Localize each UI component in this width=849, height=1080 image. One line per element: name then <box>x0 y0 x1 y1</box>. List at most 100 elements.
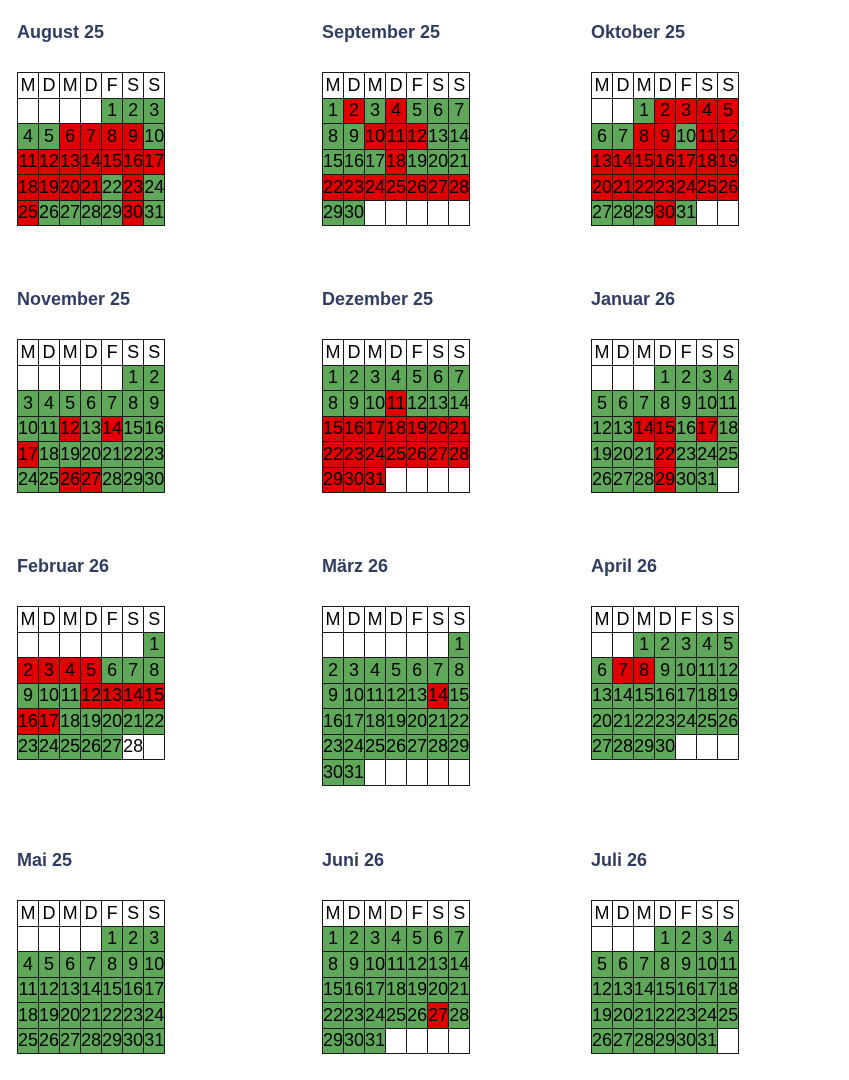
day-cell: 22 <box>321 1002 345 1029</box>
day-cell: 9 <box>675 951 698 978</box>
day-cell: 6 <box>590 657 614 684</box>
day-cell: 10 <box>143 951 166 978</box>
day-cell: 22 <box>321 441 345 468</box>
day-cell: 21 <box>427 708 450 735</box>
month-grid: M D M D F S S 1 2 3 4 5 6 7 8 9 10 11 12 13 14 15 16 17 18 19 20 21… <box>590 339 740 493</box>
day-cell: 27 <box>80 466 103 493</box>
day-cell: 26 <box>406 441 429 468</box>
day-cell: 30 <box>321 759 345 786</box>
weekday-label: D <box>80 606 103 633</box>
week-row: 16 17 18 19 20 21 22 <box>321 708 471 735</box>
week-row: 8 9 10 11 12 13 14 <box>321 951 471 978</box>
week-row: 29 30 31 <box>321 466 471 493</box>
month-grid: M D M D F S S 1 2 3 4 5 6 7 8 9 10 11 12 13 14 15 16 17 18 19 20 21… <box>16 900 166 1054</box>
month-title: Oktober 25 <box>591 22 686 42</box>
empty-day-cell <box>590 925 614 952</box>
day-cell: 8 <box>122 390 145 417</box>
day-cell: 14 <box>612 148 635 175</box>
day-cell: 28 <box>427 733 450 760</box>
day-cell: 1 <box>321 925 345 952</box>
day-cell: 28 <box>612 199 635 226</box>
day-cell: 3 <box>675 97 698 124</box>
empty-day-cell <box>717 1027 740 1054</box>
weekday-label: D <box>612 606 635 633</box>
day-cell: 19 <box>406 415 429 442</box>
day-cell: 20 <box>406 708 429 735</box>
day-cell: 9 <box>143 390 166 417</box>
empty-day-cell <box>717 733 740 760</box>
weekday-label: M <box>364 339 387 366</box>
day-cell: 17 <box>364 415 387 442</box>
weekday-label: F <box>675 339 698 366</box>
week-row: 9 10 11 12 13 14 15 <box>321 682 471 709</box>
day-cell: 30 <box>675 466 698 493</box>
day-cell: 6 <box>406 657 429 684</box>
day-cell: 7 <box>448 364 471 391</box>
day-cell: 11 <box>717 390 740 417</box>
month-grid: M D M D F S S 1 2 3 4 5 6 7 8 9 10 11 12 13 14 15 16 17 18 19 20 21… <box>16 339 166 493</box>
weekday-label: M <box>321 900 345 927</box>
day-cell: 3 <box>675 631 698 658</box>
day-cell: 9 <box>675 390 698 417</box>
day-cell: 12 <box>406 390 429 417</box>
day-cell: 7 <box>80 123 103 150</box>
day-cell: 31 <box>364 466 387 493</box>
day-cell: 2 <box>122 925 145 952</box>
day-cell: 29 <box>321 1027 345 1054</box>
weekday-label: D <box>343 339 366 366</box>
day-cell: 17 <box>38 708 61 735</box>
day-cell: 14 <box>122 682 145 709</box>
day-cell: 30 <box>654 733 677 760</box>
empty-day-cell <box>612 925 635 952</box>
day-cell: 18 <box>364 708 387 735</box>
empty-day-cell <box>59 925 82 952</box>
day-cell: 21 <box>612 174 635 201</box>
day-cell: 21 <box>80 1002 103 1029</box>
day-cell: 2 <box>321 657 345 684</box>
weekday-label: F <box>675 606 698 633</box>
day-cell: 13 <box>590 148 614 175</box>
day-cell: 12 <box>717 657 740 684</box>
day-cell: 2 <box>343 925 366 952</box>
day-cell: 5 <box>406 97 429 124</box>
day-cell: 10 <box>364 390 387 417</box>
weekday-label: D <box>343 72 366 99</box>
day-cell: 21 <box>612 708 635 735</box>
week-row: 27 28 29 30 31 <box>590 199 740 226</box>
day-cell: 2 <box>122 97 145 124</box>
empty-day-cell <box>59 97 82 124</box>
month-title: Januar 26 <box>591 289 676 309</box>
empty-day-cell <box>675 733 698 760</box>
empty-day-cell <box>343 631 366 658</box>
weekday-label: F <box>406 339 429 366</box>
empty-day-cell <box>448 466 471 493</box>
month-title: Mai 25 <box>17 850 73 870</box>
day-cell: 1 <box>633 631 656 658</box>
day-cell: 16 <box>675 415 698 442</box>
day-cell: 14 <box>633 415 656 442</box>
week-row: 15 16 17 18 19 20 21 <box>321 415 471 442</box>
weekday-label: S <box>143 900 166 927</box>
empty-day-cell <box>38 631 61 658</box>
day-cell: 12 <box>80 682 103 709</box>
weekday-label: M <box>16 900 40 927</box>
weekday-label: M <box>633 606 656 633</box>
day-cell: 20 <box>612 1002 635 1029</box>
empty-day-cell <box>16 631 40 658</box>
day-cell: 7 <box>448 97 471 124</box>
day-cell: 9 <box>122 951 145 978</box>
day-cell: 7 <box>427 657 450 684</box>
day-cell: 26 <box>80 733 103 760</box>
day-cell: 22 <box>654 441 677 468</box>
day-cell: 13 <box>612 976 635 1003</box>
day-cell: 24 <box>696 441 719 468</box>
weekday-label: M <box>590 72 614 99</box>
day-cell: 28 <box>448 1002 471 1029</box>
empty-day-cell <box>16 925 40 952</box>
day-cell: 19 <box>38 1002 61 1029</box>
day-cell: 27 <box>59 1027 82 1054</box>
day-cell: 10 <box>675 657 698 684</box>
